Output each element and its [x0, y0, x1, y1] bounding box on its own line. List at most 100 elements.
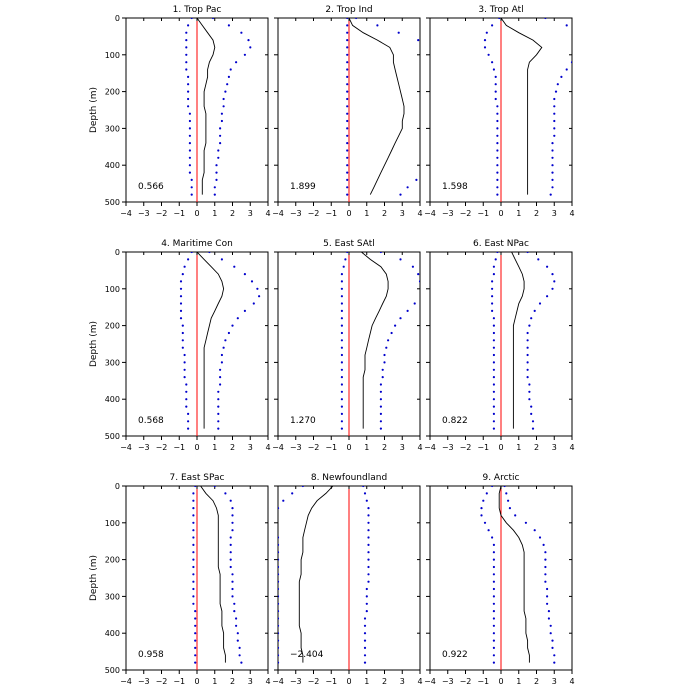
- x-tick-label: 3: [400, 443, 405, 452]
- lower-bound-point: [278, 551, 280, 554]
- upper-bound-point: [249, 46, 252, 49]
- x-tick-label: −3: [442, 677, 454, 686]
- lower-bound-point: [192, 521, 195, 524]
- lower-bound-point: [194, 617, 197, 620]
- upper-bound-point: [551, 186, 554, 189]
- upper-bound-point: [458, 105, 460, 107]
- upper-bound-point: [444, 142, 446, 144]
- upper-bound-point: [229, 536, 232, 539]
- lower-bound-point: [492, 361, 495, 364]
- x-tick-label: −1: [477, 677, 489, 686]
- upper-bound-point: [227, 24, 230, 27]
- upper-bound-point: [526, 252, 529, 254]
- lower-bound-point: [194, 610, 197, 613]
- lower-bound-point: [278, 595, 280, 598]
- lower-bound-point: [188, 149, 191, 152]
- upper-bound-point: [551, 287, 554, 290]
- y-tick-label: 100: [105, 519, 120, 528]
- upper-bound-point: [220, 353, 223, 357]
- upper-bound-point: [233, 602, 236, 605]
- lower-bound-point: [342, 265, 345, 268]
- upper-bound-point: [440, 54, 442, 56]
- lower-bound-point: [340, 324, 343, 327]
- upper-bound-point: [362, 486, 365, 488]
- upper-bound-point: [549, 624, 552, 627]
- upper-bound-point: [367, 580, 370, 583]
- lower-bound-point: [192, 565, 195, 569]
- upper-bound-point: [236, 317, 239, 320]
- upper-bound-point: [235, 617, 238, 620]
- x-tick-label: 1: [212, 677, 217, 686]
- upper-bound-point: [553, 127, 556, 130]
- lower-bound-point: [188, 134, 191, 137]
- lower-bound-point: [181, 339, 184, 342]
- panel-title: 6. East NPac: [473, 239, 529, 249]
- x-tick-label: −1: [325, 443, 337, 452]
- lower-bound-point: [188, 119, 191, 123]
- upper-bound-point: [538, 302, 542, 305]
- upper-bound-point: [397, 31, 400, 34]
- upper-bound-point: [544, 558, 547, 561]
- upper-bound-point: [526, 361, 529, 364]
- upper-bound-point: [546, 295, 549, 298]
- upper-bound-point: [505, 492, 508, 495]
- upper-bound-point: [530, 317, 533, 320]
- upper-bound-point: [553, 654, 556, 657]
- upper-bound-point: [217, 156, 220, 159]
- lower-bound-point: [494, 97, 497, 101]
- lower-bound-point: [340, 331, 343, 335]
- upper-bound-point: [387, 339, 390, 342]
- upper-bound-point: [236, 632, 239, 635]
- x-tick-label: −1: [325, 677, 337, 686]
- upper-bound-point: [399, 258, 402, 261]
- lower-bound-point: [492, 405, 495, 408]
- upper-bound-point: [220, 258, 223, 261]
- lower-bound-point: [192, 514, 195, 517]
- lower-bound-point: [194, 632, 197, 635]
- upper-bound-point: [537, 258, 540, 261]
- upper-bound-point: [235, 624, 238, 627]
- upper-bound-point: [421, 172, 423, 174]
- x-tick-label: 3: [552, 209, 557, 218]
- lower-bound-point: [496, 105, 499, 108]
- lower-bound-point: [346, 164, 349, 167]
- upper-bound-point: [449, 68, 451, 70]
- upper-bound-point: [530, 405, 533, 408]
- lower-bound-point: [179, 302, 183, 305]
- lower-bound-point: [492, 565, 495, 569]
- upper-bound-point: [363, 617, 367, 620]
- lower-bound-point: [491, 302, 494, 305]
- upper-bound-point: [217, 412, 220, 415]
- upper-bound-point: [433, 46, 435, 48]
- mean-profile-line: [298, 486, 334, 663]
- upper-bound-point: [546, 602, 549, 605]
- upper-bound-point: [367, 565, 370, 569]
- upper-bound-point: [551, 142, 554, 145]
- upper-bound-point: [231, 507, 234, 510]
- y-tick-label: 200: [105, 556, 120, 565]
- x-tick-label: 4: [569, 677, 574, 686]
- y-tick-label: 200: [105, 322, 120, 331]
- lower-bound-point: [192, 580, 195, 583]
- lower-bound-point: [183, 368, 186, 371]
- lower-bound-point: [340, 339, 343, 342]
- lower-bound-point: [496, 134, 499, 137]
- x-tick-label: 1: [516, 443, 521, 452]
- x-tick-label: 2: [382, 443, 387, 452]
- lower-bound-point: [188, 127, 191, 130]
- x-tick-label: 0: [346, 677, 351, 686]
- upper-bound-point: [551, 156, 554, 159]
- lower-bound-point: [496, 127, 499, 130]
- upper-bound-point: [526, 339, 529, 342]
- lower-bound-point: [185, 53, 188, 56]
- lower-bound-point: [492, 346, 495, 349]
- lower-bound-point: [181, 346, 184, 349]
- lower-bound-point: [340, 390, 343, 393]
- upper-bound-point: [551, 164, 554, 167]
- upper-bound-point: [546, 595, 549, 598]
- lower-bound-point: [192, 573, 195, 576]
- upper-bound-point: [222, 105, 225, 108]
- lower-bound-point: [496, 112, 499, 115]
- upper-bound-point: [544, 573, 547, 576]
- x-tick-label: 4: [417, 209, 422, 218]
